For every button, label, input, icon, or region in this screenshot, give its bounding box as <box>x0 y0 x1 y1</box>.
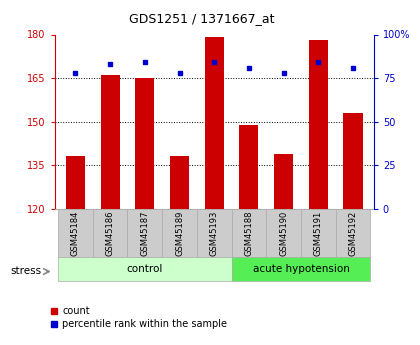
Text: GSM45188: GSM45188 <box>244 210 253 256</box>
Text: GSM45184: GSM45184 <box>71 210 80 256</box>
Text: GSM45186: GSM45186 <box>105 210 115 256</box>
Text: GSM45190: GSM45190 <box>279 210 288 256</box>
Bar <box>231 209 266 257</box>
Bar <box>58 209 93 257</box>
Bar <box>170 156 189 209</box>
Text: GDS1251 / 1371667_at: GDS1251 / 1371667_at <box>129 12 274 25</box>
Bar <box>344 113 362 209</box>
Legend: count, percentile rank within the sample: count, percentile rank within the sample <box>47 302 231 333</box>
Text: stress: stress <box>10 266 42 276</box>
Bar <box>66 156 85 209</box>
Bar <box>301 209 336 257</box>
Bar <box>274 154 293 209</box>
Bar <box>93 209 127 257</box>
Bar <box>58 257 231 281</box>
Bar <box>336 209 370 257</box>
Text: GSM45192: GSM45192 <box>349 210 357 256</box>
Bar <box>231 257 370 281</box>
Text: acute hypotension: acute hypotension <box>252 264 349 274</box>
Text: GSM45189: GSM45189 <box>175 210 184 256</box>
Text: GSM45187: GSM45187 <box>140 210 149 256</box>
Bar <box>205 37 224 209</box>
Text: GSM45191: GSM45191 <box>314 210 323 256</box>
Bar <box>100 75 120 209</box>
Bar <box>135 78 155 209</box>
Bar <box>309 40 328 209</box>
Bar <box>266 209 301 257</box>
Bar <box>197 209 231 257</box>
Bar <box>127 209 162 257</box>
Text: GSM45193: GSM45193 <box>210 210 219 256</box>
Text: control: control <box>126 264 163 274</box>
Bar <box>162 209 197 257</box>
Bar <box>239 125 258 209</box>
